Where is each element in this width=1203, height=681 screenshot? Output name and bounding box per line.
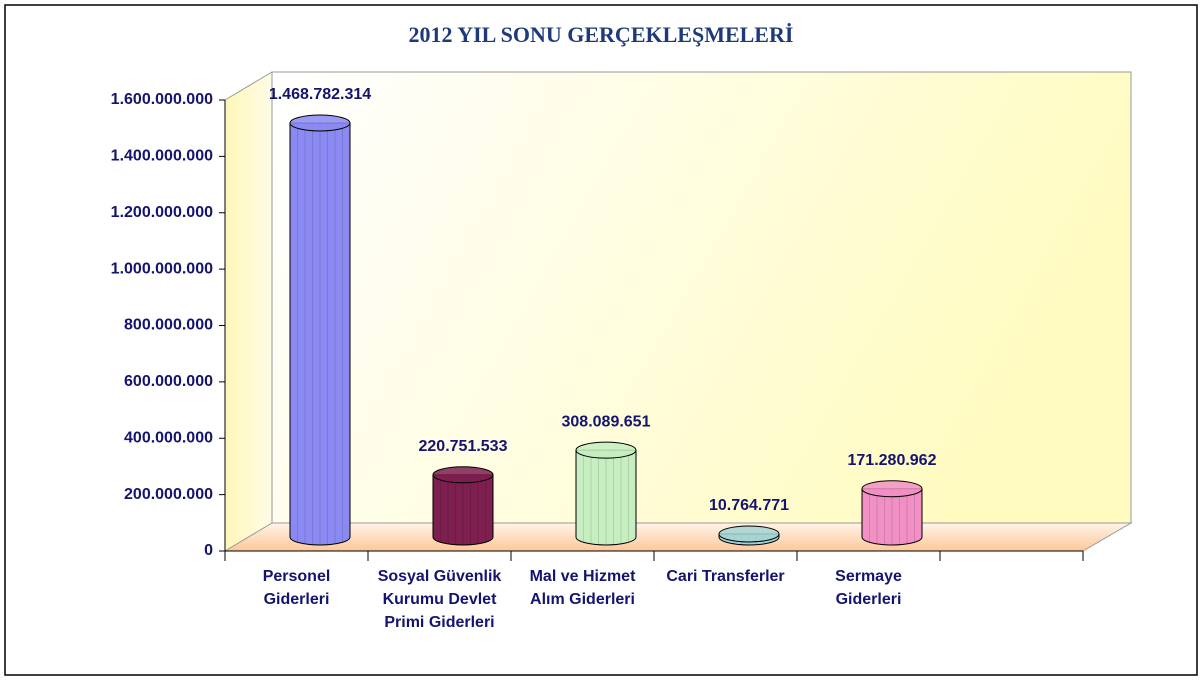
floor — [223, 522, 1133, 552]
y-tick-label: 600.000.000 — [124, 373, 213, 390]
bar-top — [432, 466, 494, 484]
side-wall — [225, 72, 272, 551]
y-tick-label: 1.600.000.000 — [111, 91, 213, 108]
bar-top — [575, 441, 637, 459]
bar — [289, 122, 351, 546]
chart-title: 2012 YIL SONU GERÇEKLEŞMELERİ — [409, 22, 794, 47]
value-label: 220.751.533 — [419, 438, 508, 455]
bar — [575, 449, 637, 546]
y-tick-label: 400.000.000 — [124, 429, 213, 446]
frame — [4, 4, 1198, 676]
value-label: 10.764.771 — [709, 497, 789, 514]
y-tick-label: 0 — [204, 542, 213, 559]
x-tick-label: Personel Giderleri — [262, 568, 331, 608]
bar-top — [289, 114, 351, 132]
edge — [224, 71, 273, 101]
y-tick-label: 1.400.000.000 — [111, 148, 213, 165]
bar-top — [718, 525, 780, 543]
value-label: 171.280.962 — [848, 452, 937, 469]
y-tick-label: 200.000.000 — [124, 486, 213, 503]
x-tick-label: Sermaye Giderleri — [835, 568, 902, 608]
x-tick-label: Cari Transferler — [666, 568, 785, 585]
value-label: 308.089.651 — [562, 413, 651, 430]
y-tick-label: 1.200.000.000 — [111, 204, 213, 221]
x-tick-label: Sosyal Güvenlik Kurumu Devlet Primi Gide… — [377, 568, 502, 631]
bar — [432, 474, 494, 546]
back-wall — [271, 71, 1132, 524]
y-tick-label: 800.000.000 — [124, 317, 213, 334]
value-label: 1.468.782.314 — [269, 86, 371, 103]
y-tick-label: 1.000.000.000 — [111, 260, 213, 277]
x-tick-label: Mal ve Hizmet Alım Giderleri — [529, 568, 636, 608]
bar — [861, 488, 923, 546]
bar-top — [861, 480, 923, 498]
